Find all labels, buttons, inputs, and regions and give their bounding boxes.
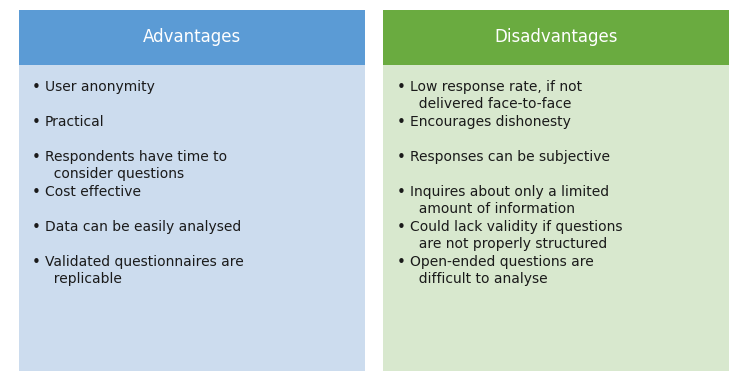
FancyBboxPatch shape [19,65,364,371]
Text: •: • [396,185,405,200]
Text: Encourages dishonesty: Encourages dishonesty [410,115,571,129]
Text: Disadvantages: Disadvantages [494,28,618,46]
Text: Data can be easily analysed: Data can be easily analysed [45,220,241,234]
Text: User anonymity: User anonymity [45,80,155,94]
Text: •: • [396,220,405,235]
Text: •: • [396,255,405,270]
Text: •: • [32,80,41,95]
Text: Could lack validity if questions
  are not properly structured: Could lack validity if questions are not… [410,220,622,251]
FancyBboxPatch shape [383,65,729,371]
Text: Low response rate, if not
  delivered face-to-face: Low response rate, if not delivered face… [410,80,582,111]
Text: •: • [396,80,405,95]
Text: Advantages: Advantages [143,28,241,46]
Text: •: • [32,185,41,200]
Text: Cost effective: Cost effective [45,185,141,199]
FancyBboxPatch shape [383,10,729,65]
Text: Respondents have time to
  consider questions: Respondents have time to consider questi… [45,150,227,181]
Text: Inquires about only a limited
  amount of information: Inquires about only a limited amount of … [410,185,609,216]
Text: •: • [32,150,41,165]
Text: Validated questionnaires are
  replicable: Validated questionnaires are replicable [45,255,244,286]
Text: Open-ended questions are
  difficult to analyse: Open-ended questions are difficult to an… [410,255,593,286]
Text: •: • [32,115,41,130]
Text: Responses can be subjective: Responses can be subjective [410,150,610,164]
Text: •: • [396,115,405,130]
Text: •: • [32,255,41,270]
Text: Practical: Practical [45,115,105,129]
FancyBboxPatch shape [19,10,364,65]
Text: •: • [396,150,405,165]
Text: •: • [32,220,41,235]
